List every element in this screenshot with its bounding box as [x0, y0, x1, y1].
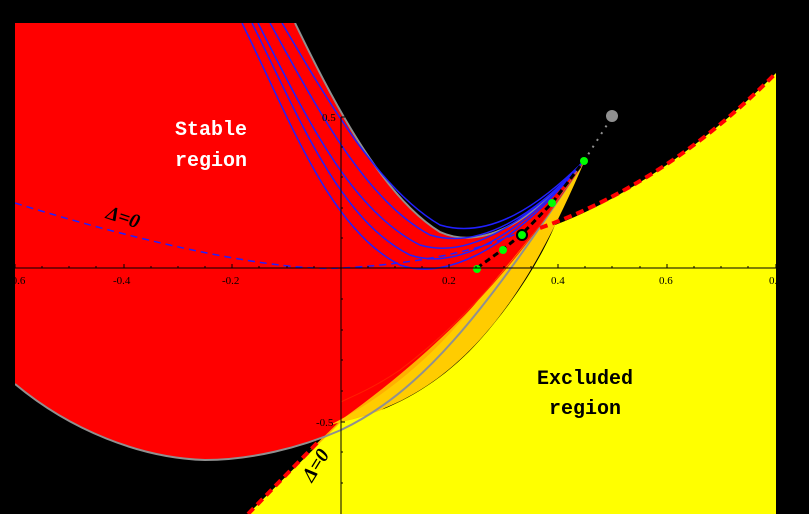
inner-curve [340, 159, 586, 403]
stable-boundary-lower [15, 159, 586, 462]
top-margin [0, 0, 809, 23]
stable-label-line1: Stable [175, 119, 247, 142]
endpoint [606, 110, 618, 122]
excluded-label-line2: region [549, 398, 621, 421]
y-axis [340, 116, 345, 514]
x-tick-label: -0.2 [222, 275, 239, 287]
point [499, 246, 507, 254]
stable-boundary-upper [294, 23, 586, 239]
stable-label-line2: region [175, 150, 247, 173]
point [473, 265, 481, 273]
trajectories [241, 23, 586, 270]
excluded-region [248, 73, 776, 514]
delta-zero-excluded-upper [539, 71, 776, 230]
point [580, 157, 588, 165]
x-tick-label: 0.4 [551, 275, 565, 287]
right-margin [776, 0, 809, 514]
excluded-label-line1: Excluded [537, 368, 633, 391]
y-tick-label: 0.5 [322, 112, 336, 124]
x-tick-label: 0.2 [442, 275, 456, 287]
x-tick-label: 0.6 [659, 275, 673, 287]
y-tick-label: -0.5 [316, 417, 334, 429]
point-highlighted [516, 229, 528, 241]
left-margin [0, 0, 15, 514]
delta-zero-excluded [246, 440, 320, 514]
point [548, 199, 556, 207]
trajectory-extension [583, 116, 613, 162]
x-tick-label: -0.4 [113, 275, 131, 287]
